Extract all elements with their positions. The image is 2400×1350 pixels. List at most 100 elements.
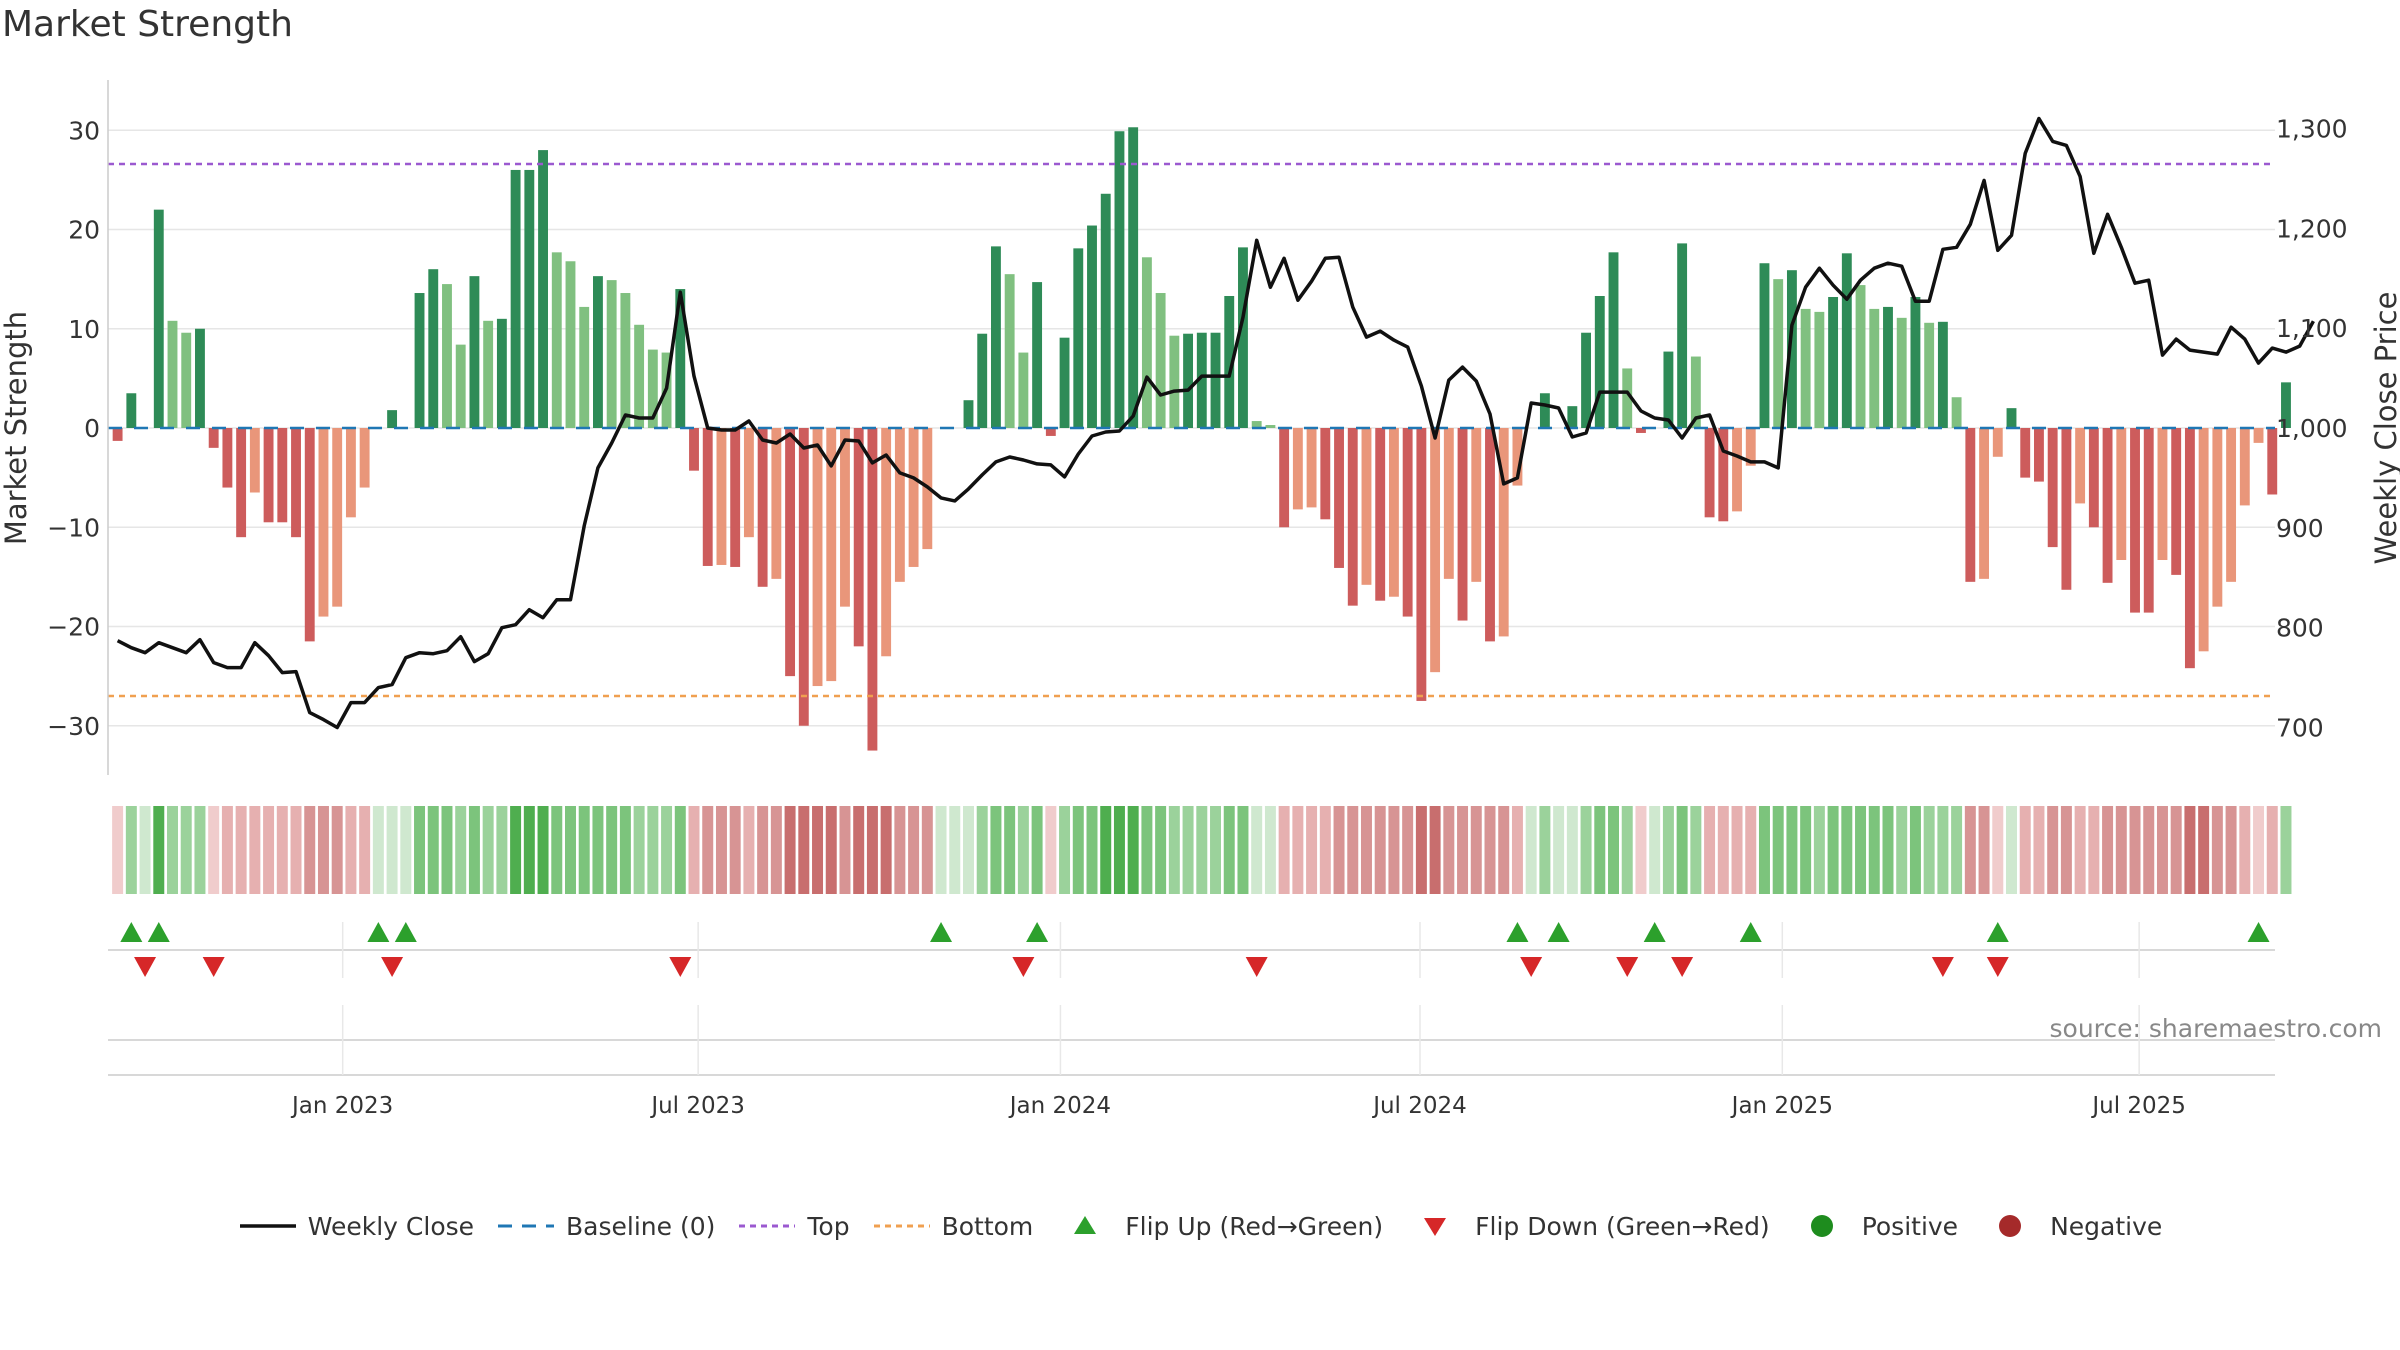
strength-bar (195, 328, 205, 428)
strip-cell (1004, 806, 1016, 894)
strength-bar (963, 400, 974, 428)
strip-cell (949, 806, 961, 894)
strength-bar (2088, 428, 2099, 528)
strength-bar (1155, 293, 1166, 428)
strip-cell (866, 806, 878, 894)
strip-cell (1141, 806, 1153, 894)
strip-cell (1553, 806, 1565, 894)
legend: Weekly Close Baseline (0) Top Bottom Flip Up… (0, 1198, 2400, 1254)
flip-down-marker (134, 957, 157, 977)
strength-bar (263, 428, 274, 523)
strip-cell (1100, 806, 1112, 894)
strip-cell (1374, 806, 1386, 894)
strip-cell (1264, 806, 1276, 894)
strength-bar (812, 428, 823, 687)
strip-cell (853, 806, 865, 894)
y2-axis-title: Weekly Close Price (2369, 292, 2400, 565)
flip-down-marker (1520, 957, 1543, 977)
flip-up-marker (394, 922, 417, 942)
strip-cell (139, 806, 151, 894)
strength-bar (153, 209, 164, 428)
strength-bar (483, 320, 494, 428)
strip-cell (2074, 806, 2086, 894)
strength-bar (1910, 296, 1921, 428)
strength-bar (469, 276, 480, 428)
strip-cell (1443, 806, 1455, 894)
strip-cell (702, 806, 714, 894)
strength-bar (1732, 428, 1742, 512)
legend-label: Baseline (0) (566, 1211, 716, 1241)
strip-cell (2088, 806, 2100, 894)
strip-cell (2115, 806, 2127, 894)
strip-cell (2239, 806, 2251, 894)
strength-bar (1347, 428, 1358, 606)
strip-cell (894, 806, 906, 894)
strength-bar (716, 428, 727, 565)
y-tick-label: 20 (68, 216, 100, 245)
strip-cell (1360, 806, 1372, 894)
legend-label: Flip Up (Red→Green) (1125, 1211, 1384, 1241)
strip-cell (1580, 806, 1592, 894)
strip-cell (167, 806, 178, 894)
strength-bar (2267, 428, 2278, 495)
flip-up-marker (1547, 922, 1570, 942)
strength-bar (730, 428, 741, 567)
y2-tick-label: 700 (2276, 714, 2324, 743)
strength-bar (1292, 428, 1303, 510)
strength-bar (277, 428, 288, 523)
y-tick-label: 10 (68, 315, 100, 344)
strength-bar (1924, 322, 1935, 428)
flipup-legend-symbol (1074, 1216, 1097, 1234)
legend-item-close: Weekly Close (238, 1211, 474, 1241)
strip-cell (1717, 806, 1729, 894)
strength-bar (1388, 428, 1399, 597)
strip-cell (1484, 806, 1496, 894)
strip-cell (2060, 806, 2072, 894)
strength-bar (1073, 248, 1084, 428)
strip-cell (235, 806, 247, 894)
strength-bar (1251, 421, 1262, 428)
strength-bar (2102, 428, 2113, 583)
strength-bar (579, 306, 590, 428)
strip-cell (359, 806, 371, 894)
gridlines (108, 129, 2275, 727)
y2-tick-label: 1,100 (2276, 314, 2348, 343)
strength-bar (2061, 428, 2072, 590)
strip-cell (441, 806, 453, 894)
strength-bar (2006, 408, 2017, 428)
strip-cell (2211, 806, 2223, 894)
y2-tick-label: 900 (2276, 514, 2324, 543)
strip-cell (1319, 806, 1331, 894)
strip-cell (1621, 806, 1633, 894)
strip-cell (1223, 806, 1235, 894)
flip-markers (108, 922, 2275, 1041)
strength-bar (1430, 428, 1441, 673)
strip-cell (1923, 806, 1935, 894)
strip-cell (1855, 806, 1867, 894)
strength-bar (1690, 356, 1701, 428)
strip-cell (812, 806, 824, 894)
y2-tick-label: 1,300 (2276, 114, 2348, 143)
strength-bar (524, 169, 535, 428)
strength-bar (1306, 428, 1317, 508)
strip-cell (2129, 806, 2141, 894)
strength-bar (2116, 428, 2127, 561)
flip-up-marker (1026, 922, 1049, 942)
strength-bar (2047, 428, 2058, 548)
strength-bar (908, 428, 919, 567)
strip-cell (908, 806, 920, 894)
strip-cell (1827, 806, 1839, 894)
strength-bar (2143, 428, 2154, 613)
strip-cell (2184, 806, 2196, 894)
strength-bar (1869, 308, 1880, 428)
strip-cell (1415, 806, 1427, 894)
strip-cell (1498, 806, 1510, 894)
strip-cell (1649, 806, 1661, 894)
strength-bar (1087, 225, 1097, 428)
strength-bar (304, 428, 315, 642)
strip-cell (1690, 806, 1702, 894)
strip-cell (2225, 806, 2237, 894)
strength-bar (1773, 279, 1784, 428)
x-tick-label: Jan 2025 (1730, 1093, 1833, 1119)
strength-bar (2171, 428, 2182, 575)
